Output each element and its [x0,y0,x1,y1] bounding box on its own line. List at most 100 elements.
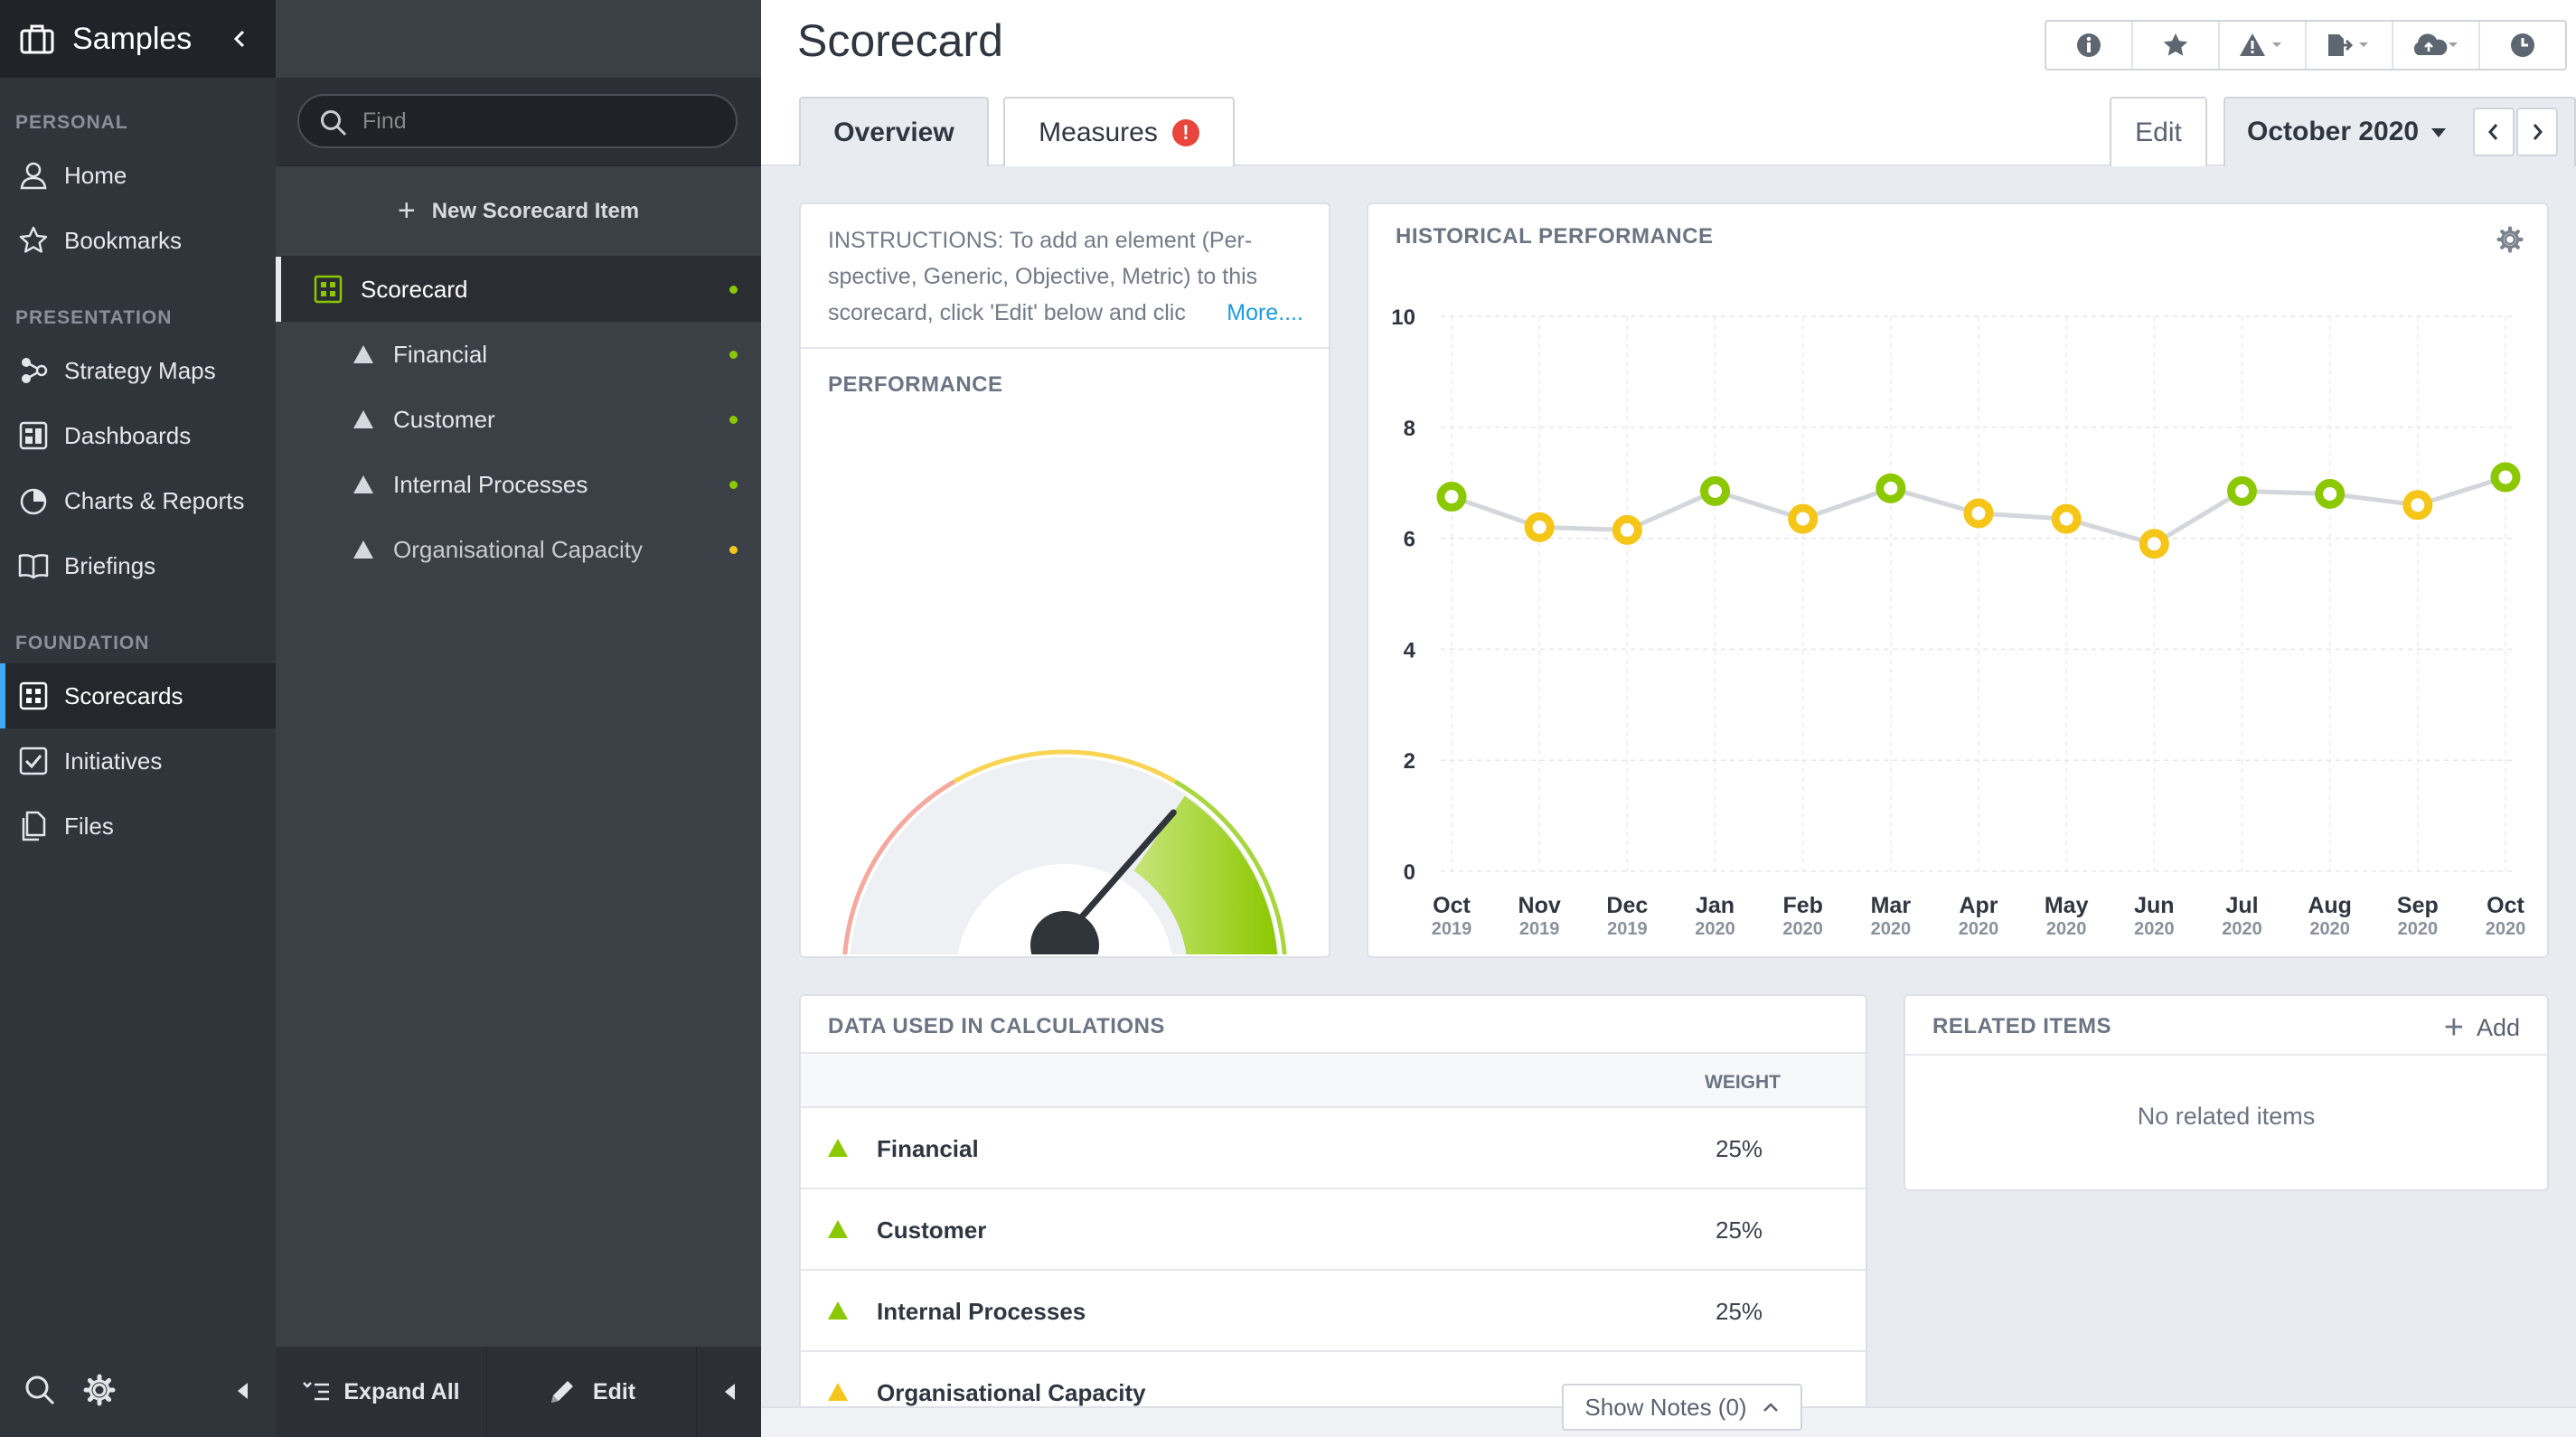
user-icon [18,160,49,191]
status-dot [729,286,738,294]
table-row[interactable]: Customer 25% [801,1189,1866,1271]
chevron-up-icon [1762,1401,1780,1414]
nav-item-charts-reports[interactable]: Charts & Reports [0,468,276,533]
plus-icon: + [397,193,416,228]
nav-item-scorecards[interactable]: Scorecards [0,663,276,728]
export-button[interactable] [2307,22,2393,69]
expand-all-button[interactable]: Expand All [276,1347,487,1437]
table-row[interactable]: Internal Processes 25% [801,1271,1866,1352]
collapse-nav-icon[interactable] [229,25,250,52]
more-link[interactable]: More.... [1217,295,1303,331]
expand-all-label: Expand All [343,1378,460,1404]
main-navigation: Samples PERSONAL Home Bookmarks PRESENTA… [0,0,276,1437]
gear-icon[interactable] [83,1374,116,1406]
nav-item-label: Charts & Reports [64,486,245,514]
collapse-left-icon[interactable] [235,1381,249,1401]
x-tick-year: 2019 [1519,919,1560,939]
nav-item-dashboards[interactable]: Dashboards [0,403,276,468]
show-notes-button[interactable]: Show Notes (0) [1562,1384,1802,1431]
clock-icon [2509,32,2536,59]
x-tick-year: 2020 [2222,919,2262,939]
tree-item-customer[interactable]: Customer [276,387,761,452]
edit-label: Edit [2135,117,2182,147]
gauge-inner [957,864,1172,954]
y-tick-label: 10 [1391,305,1415,330]
search-icon[interactable] [24,1374,56,1406]
tree-item-organisational-capacity[interactable]: Organisational Capacity [276,517,761,582]
no-related-items-text: No related items [2137,1103,2316,1130]
new-item-label: New Scorecard Item [431,198,640,223]
tree-edit-button[interactable]: Edit [487,1347,697,1437]
row-name: Organisational Capacity [877,1379,1146,1406]
previous-period-button[interactable] [2473,108,2515,156]
perspective-triangle-icon [352,409,375,430]
cloud-button[interactable] [2393,22,2480,69]
find-bar: Find [276,78,761,166]
y-tick-label: 0 [1404,860,1415,885]
chevron-left-icon [2487,121,2501,143]
nav-item-strategy-maps[interactable]: Strategy Maps [0,338,276,403]
y-tick-label: 8 [1404,417,1415,441]
status-dot [729,351,738,359]
nav-item-bookmarks[interactable]: Bookmarks [0,208,276,273]
info-button[interactable] [2046,22,2133,69]
period-dropdown[interactable]: October 2020 [2247,117,2420,146]
add-label: Add [2476,1014,2520,1041]
tree-item-financial[interactable]: Financial [276,322,761,387]
nav-item-initiatives[interactable]: Initiatives [0,728,276,794]
history-button[interactable] [2480,22,2565,69]
page-header: Scorecard Overview Measures ! Edit Octob… [761,0,2576,166]
find-input[interactable]: Find [297,94,738,148]
y-tick-label: 4 [1404,638,1416,662]
nav-item-label: Home [64,161,127,189]
pencil-icon [548,1377,577,1406]
measures-warning-badge: ! [1171,118,1199,146]
tab-overview[interactable]: Overview [799,97,989,166]
strategy-map-icon [18,355,49,386]
tree-item-scorecard[interactable]: Scorecard [276,257,761,322]
nav-item-label: Files [64,812,114,840]
x-tick-month: Nov [1518,893,1561,918]
instructions-text: INSTRUCTIONS: To add an element (Per-spe… [801,204,1329,349]
y-tick-label: 6 [1404,528,1415,552]
related-items-card: RELATED ITEMS + Add No related items [1904,994,2549,1191]
tree-item-label: Financial [393,340,488,368]
table-row[interactable]: Financial 25% [801,1108,1866,1189]
tab-measures[interactable]: Measures ! [1003,97,1235,166]
next-period-button[interactable] [2516,108,2558,156]
export-icon [2326,32,2373,59]
related-items-title: RELATED ITEMS [1932,1014,2112,1038]
gauge-needle [1061,809,1177,940]
collapse-tree-button[interactable] [697,1347,761,1437]
x-tick-month: Dec [1606,893,1648,918]
row-name: Customer [877,1216,987,1244]
edit-button[interactable]: Edit [2110,97,2207,166]
performance-title: PERFORMANCE [828,372,1003,397]
tree-footer: Expand All Edit [276,1347,761,1437]
data-point [1700,475,1730,506]
scorecard-icon [314,275,343,304]
alert-button[interactable] [2220,22,2307,69]
data-point [1612,514,1642,545]
expand-all-icon [302,1380,331,1404]
chevron-down-icon[interactable] [2431,128,2446,137]
gauge-value-fill [1133,795,1278,954]
status-dot [729,481,738,489]
bookmark-button[interactable] [2133,22,2220,69]
chart-settings-gear-icon[interactable] [2496,226,2524,253]
new-scorecard-item-button[interactable]: + New Scorecard Item [276,166,761,257]
nav-item-home[interactable]: Home [0,143,276,208]
tree-item-internal-processes[interactable]: Internal Processes [276,452,761,517]
nav-item-label: Initiatives [64,747,163,775]
tree-edit-label: Edit [592,1378,636,1404]
app-title[interactable]: Samples [72,21,193,56]
scorecard-tree-panel: Find + New Scorecard Item Scorecard Fina… [276,0,761,1437]
x-tick-year: 2020 [1782,919,1823,939]
row-weight: 25% [1716,1298,1763,1325]
x-tick-month: Jan [1696,893,1735,918]
tree-item-label: Customer [393,405,495,433]
x-tick-year: 2020 [1959,919,1999,939]
add-related-button[interactable]: + Add [2444,1009,2520,1047]
nav-item-briefings[interactable]: Briefings [0,533,276,598]
nav-item-files[interactable]: Files [0,794,276,859]
